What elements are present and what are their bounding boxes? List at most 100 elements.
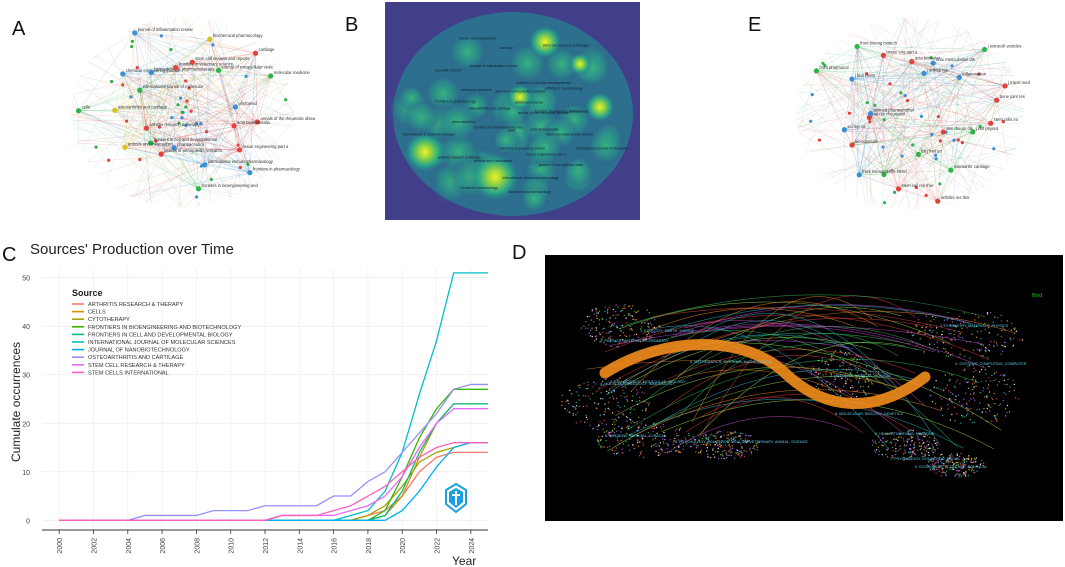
left-cluster-label: 2. ENV. SCIENCE, MOLECULAR, BIOLOGY [610, 380, 686, 384]
density-term: journal of inflammation resear [469, 64, 518, 68]
panel-label-c: C [2, 244, 17, 266]
density-term: frontiers in bioengineering and [474, 125, 522, 129]
network-a-node-label: acta biomaterialia [237, 120, 270, 125]
network-a-node-label: annals of the rheumatic diseases [260, 116, 315, 121]
series-line [59, 383, 488, 521]
density-term: chemical engineering journal [499, 147, 545, 151]
density-term: frontiers in immunology [461, 186, 498, 190]
network-e-node: j transl med [1002, 80, 1030, 89]
x-tick-label: 2002 [91, 538, 98, 554]
network-e-node-label: j orthop res [926, 68, 948, 73]
y-tick-label: 20 [22, 421, 30, 428]
density-term: osteoarthritis and cartilage [469, 107, 511, 111]
network-a-node-label: cells [82, 105, 90, 110]
density-term: biochemical pharmacology [509, 190, 552, 194]
network-a-node-label: frontiers in pharmacology [253, 167, 301, 172]
network-e-node-label: cells-basel [887, 168, 907, 173]
network-e-node: bmc musculoskel dis [930, 57, 975, 66]
network-e-node-label: osteoarthr cartilage [954, 164, 991, 169]
density-term: annals of the rheumatic disease [518, 111, 569, 115]
network-a-node-label: stem cell reviews and reports [195, 56, 249, 61]
network-e-node-label: sci rep-uk [847, 124, 866, 129]
network-a-node-label: frontiers in bioengineering and [201, 183, 258, 188]
chart-c-svg: Sources' Production over Time 0 10 20 30 40 5… [9, 241, 488, 567]
legend-item: OSTEOARTHRITIS AND CARTILAGE [88, 355, 183, 361]
y-axis-label: Cumulate occurrences [9, 342, 23, 462]
network-a-node: journal of inflammation resear [132, 27, 193, 36]
network-a-node-label: pharmaceutics [177, 142, 204, 147]
density-panel-b: annals of the rheumatic disease acta biom… [385, 2, 640, 220]
x-tick-label: 2018 [366, 538, 373, 554]
network-a-node-label: biomedicine & pharmacotherapy [154, 66, 215, 71]
network-a-node: cartilage [252, 47, 275, 56]
network-a-node: molecular medicine [268, 70, 310, 79]
chart-title: Sources' Production over Time [30, 241, 234, 258]
network-a-node: osteoarthritis and cartilage [112, 104, 168, 114]
network-e-node: j biol chem [849, 73, 875, 82]
network-e-node-label: j biol chem [854, 73, 876, 78]
network-e-node-label: tissue eng part a [886, 49, 918, 54]
density-term: arthritis research & therapy [438, 156, 481, 160]
network-a-node: annals of the rheumatic diseases [254, 116, 315, 125]
density-term: arthritis and rheumatism [474, 159, 513, 163]
density-term: stem cell reviews and reports [546, 133, 593, 137]
network-e-node-label: nat rev rheumatol [872, 111, 905, 116]
right-cluster-label: 6. ECONOMICS, ECONOMIC, POLITICAL [915, 465, 987, 469]
network-e-node: tissue eng part a [880, 49, 918, 58]
network-e-node: bone joint res [994, 94, 1025, 103]
density-term: pharmaceutics [452, 120, 476, 124]
density-term: international journal of molecular [576, 147, 629, 151]
network-e-node: j cell physiol [970, 126, 998, 135]
network-a-node: frontiers in pharmacology [247, 167, 301, 176]
network-a-node: arthritis and rheumatism [122, 141, 173, 150]
legend-item: FRONTIERS IN BIOENGINEERING AND BIOTECHN… [88, 325, 241, 331]
network-a-node: international journal of molecular [137, 84, 204, 93]
density-term: scientific reports [435, 68, 461, 72]
x-tick-label: 2024 [469, 538, 476, 554]
x-tick-label: 2010 [229, 538, 236, 554]
density-term: acta biomaterialia [530, 128, 558, 132]
right-cluster-label: 5. HEALTH, NURSING, MEDICINE [875, 432, 935, 436]
network-a-node-label: journal of extracellular vesic [221, 64, 274, 69]
network-e-node-label: inflammation [962, 71, 986, 76]
x-tick-label: 2004 [126, 538, 133, 554]
network-a-node: international immunopharmacology [202, 159, 274, 168]
main-citation-arc [599, 339, 931, 410]
network-e-node: stem cells int [988, 117, 1019, 126]
x-tick-label: 2022 [435, 538, 442, 554]
density-term: journal of extracellular vesic [538, 163, 584, 167]
network-e-node: arthritis res ther [935, 195, 970, 204]
network-a-node: stem cell reviews and reports [189, 56, 250, 65]
density-term: tissue engineering part a [527, 153, 566, 157]
legend-item: JOURNAL OF NANOBIOTECHNOLOGY [88, 348, 190, 354]
chart-legend: Source ARTHRITIS RESEARCH & THERAPY CELLS… [72, 288, 241, 376]
network-a-node: tissue engineering part a [236, 144, 290, 153]
network-a-node: frontiers in bioengineering and [195, 183, 258, 192]
network-panel-a: annals of the rheumatic diseasesacta bio… [50, 5, 315, 220]
legend-item: FRONTIERS IN CELL AND DEVELOPMENTAL BIOL… [88, 332, 233, 338]
network-a-node-label: arthritis and rheumatism [128, 141, 173, 146]
legend-item: CELLS [88, 310, 106, 316]
density-term: frontiers in veterinary science [535, 109, 582, 113]
left-cluster-label: 9. VETERINARY, ANIMAL, SCIENCE [745, 440, 808, 444]
network-a-node-label: tissue engineering part a [243, 144, 290, 149]
panel-label-a: A [12, 18, 26, 40]
density-term: stem cell research & therapy [543, 43, 589, 47]
network-a-node-label: biochemical pharmacology [213, 33, 263, 38]
dual-map-corner-label: Blnd [1032, 293, 1042, 299]
x-tick-label: 2020 [400, 538, 407, 554]
network-a-node-label: international immunopharmacology [208, 159, 274, 164]
watermark-logo [445, 482, 467, 514]
density-b-svg: annals of the rheumatic disease acta biom… [385, 2, 640, 220]
network-e-node: front pharmacol [813, 65, 849, 74]
density-term: advanced science [515, 100, 544, 104]
network-e-node-label: j transl med [1007, 80, 1030, 85]
network-a-node: pharmaceutics [171, 142, 204, 151]
network-a-node: frontiers in cell and developmental [148, 137, 217, 146]
network-a-node-label: international journal of molecular [143, 84, 204, 89]
network-e-node-label: j cell physiol [975, 126, 999, 131]
density-term: frontiers in pharmacology [436, 99, 477, 103]
network-e-node-label: biomaterials [855, 139, 878, 144]
density-term: biomedicine & pharmacotherapy [403, 133, 455, 137]
